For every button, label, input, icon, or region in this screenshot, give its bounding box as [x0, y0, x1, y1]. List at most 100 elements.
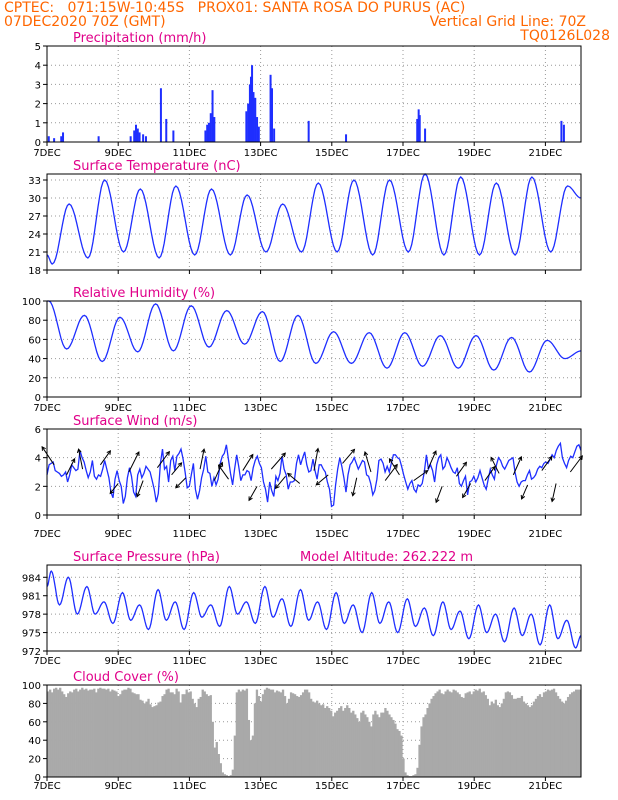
cloud-bar: [500, 703, 504, 777]
cloud-bar: [400, 735, 403, 777]
cloud-bar: [550, 689, 554, 777]
cloud-bar: [203, 691, 206, 777]
cloud-bar: [57, 689, 60, 777]
x-tick-label: 21DEC: [529, 529, 563, 540]
cloud-bar: [454, 690, 457, 777]
precip-bar: [136, 128, 139, 142]
cloud-bar: [175, 688, 178, 777]
cloud-bar: [414, 774, 417, 777]
wind-arrow-head: [218, 461, 224, 467]
cloud-bar: [117, 696, 120, 777]
cloud-bar: [303, 689, 307, 777]
precip-bar: [138, 132, 141, 142]
cloud-bar: [334, 712, 337, 777]
cloud-bar: [265, 687, 269, 777]
cloud-bar: [526, 705, 530, 777]
y-tick-label: 21: [28, 248, 41, 259]
cloud-bar: [63, 694, 66, 777]
cloud-bar: [285, 703, 289, 777]
precip-bar: [159, 88, 162, 142]
wind-arrow: [313, 448, 319, 471]
cloud-bar: [416, 767, 419, 777]
cloud-bar: [249, 740, 253, 777]
cloud-bar: [554, 692, 558, 777]
wind-arrow: [551, 483, 557, 502]
wind-arrow-head: [135, 451, 140, 457]
cloud-bar: [570, 692, 574, 777]
cloud-bar: [83, 689, 86, 777]
cloud-bar: [245, 688, 249, 777]
cloud-bar: [460, 696, 463, 777]
wind-arrow-head: [462, 461, 468, 467]
panel-1: [43, 45, 582, 146]
precip-bar: [129, 136, 132, 142]
x-tick-label: 21DEC: [529, 148, 563, 159]
panel-frame: [46, 45, 582, 143]
cloud-bar: [129, 688, 132, 777]
precip-bar: [248, 84, 251, 142]
wind-speed-line: [46, 441, 582, 508]
cloud-bar: [428, 703, 431, 777]
cloud-bar: [109, 691, 112, 777]
temperature-line: [46, 173, 582, 265]
y-tick-label: 33: [28, 176, 41, 187]
cloud-bar: [536, 696, 540, 777]
cloud-bar: [458, 694, 461, 777]
cloud-bar: [167, 688, 170, 777]
precip-bar: [211, 90, 214, 142]
cloud-bar: [572, 691, 576, 777]
y-tick-label: 27: [28, 212, 41, 223]
x-tick-label: 17DEC: [386, 781, 420, 792]
y-tick-label: 4: [35, 61, 41, 72]
cloud-bar: [492, 703, 495, 777]
cloud-bar: [376, 714, 379, 777]
cloud-bar: [320, 705, 323, 777]
cloud-bar: [95, 692, 98, 777]
cloud-bar: [269, 689, 273, 777]
cloud-bar: [77, 691, 80, 777]
wind-arrow-head: [217, 464, 223, 470]
cloud-bar: [299, 695, 303, 777]
cloud-bar: [185, 689, 188, 777]
x-tick-label: 17DEC: [386, 656, 420, 667]
cloud-bar: [510, 695, 514, 777]
x-tick-label: 19DEC: [457, 148, 491, 159]
cloud-bar: [506, 691, 510, 777]
precip-bar: [135, 124, 137, 142]
cloud-bar: [149, 704, 152, 777]
cloud-bar: [157, 702, 160, 777]
cloud-bar: [434, 693, 437, 777]
x-tick-label: 11DEC: [173, 148, 207, 159]
cloud-bar: [468, 691, 471, 777]
cloud-bar: [322, 704, 325, 777]
cloud-bar: [155, 705, 158, 777]
x-tick-label: 15DEC: [315, 781, 349, 792]
cloud-bar: [111, 689, 114, 777]
wind-arrow: [413, 470, 428, 482]
cloud-bar: [225, 775, 228, 777]
cloud-bar: [289, 692, 293, 777]
cloud-bar: [277, 691, 281, 777]
wind-arrow-head: [106, 449, 112, 455]
cloud-bar: [301, 692, 305, 777]
y-tick-label: 6: [35, 425, 41, 436]
wind-arrow: [248, 486, 258, 501]
cloud-bar: [273, 692, 277, 777]
y-tick-label: 3: [35, 80, 41, 91]
panel-frame: [46, 428, 582, 516]
x-tick-label: 9DEC: [105, 403, 132, 414]
wind-arrow-head: [274, 484, 280, 490]
cloud-bar: [191, 698, 194, 777]
cloud-bar: [119, 694, 122, 777]
precip-bar: [269, 74, 272, 142]
panel-frame: [46, 173, 582, 271]
cloud-bar: [105, 689, 108, 777]
cloud-bar: [217, 754, 220, 777]
x-tick-label: 7DEC: [33, 529, 60, 540]
cloud-bar: [488, 705, 491, 777]
cloud-bar: [171, 692, 174, 777]
cloud-bar: [235, 692, 239, 777]
y-tick-label: 1: [35, 119, 41, 130]
cloud-bar: [221, 772, 224, 777]
